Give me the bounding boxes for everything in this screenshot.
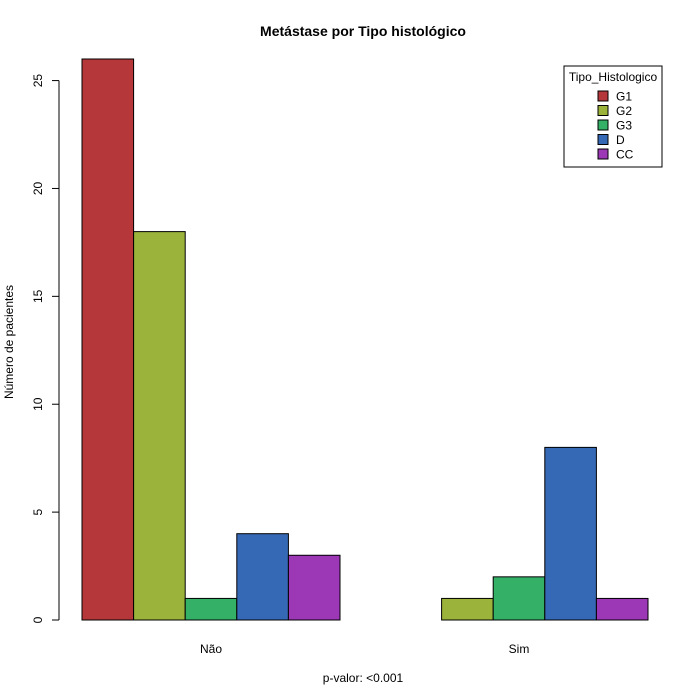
y-tick-label: 5 — [31, 508, 45, 515]
legend-label: G2 — [616, 104, 632, 118]
x-axis-label: p-valor: <0.001 — [323, 671, 404, 685]
bar-cc-sim — [595, 597, 649, 621]
legend-swatch — [597, 90, 609, 102]
chart-title: Metástase por Tipo histológico — [260, 23, 466, 39]
bar-g1-nao — [81, 58, 135, 621]
legend-label: CC — [616, 148, 634, 162]
y-tick-label: 25 — [31, 74, 45, 88]
legend-swatch — [597, 148, 609, 160]
x-tick-label: Não — [200, 642, 222, 656]
legend-label: D — [616, 133, 625, 147]
bar-d-nao — [236, 533, 289, 621]
bar-d-sim — [544, 446, 597, 621]
legend-swatch — [597, 119, 609, 131]
y-tick-label: 15 — [31, 289, 45, 303]
bar-g3-sim — [492, 576, 546, 621]
x-axis-tick-labels: Não Sim — [200, 642, 529, 656]
legend-label: G1 — [616, 90, 632, 104]
legend-swatch — [597, 105, 609, 116]
y-axis-label: Número de pacientes — [2, 285, 16, 399]
x-tick-label: Sim — [509, 642, 530, 656]
legend-swatch — [597, 134, 609, 145]
y-tick-label: 0 — [31, 616, 45, 623]
bars-group — [81, 58, 649, 621]
legend-title: Tipo_Histologico — [569, 70, 658, 84]
bar-cc-nao — [287, 554, 341, 621]
bar-g2-nao — [133, 231, 186, 621]
y-tick-label: 10 — [31, 397, 45, 411]
legend-box — [563, 65, 663, 168]
bar-g2-sim — [441, 597, 494, 621]
bar-g3-nao — [184, 597, 238, 621]
legend-label: G3 — [616, 119, 632, 133]
y-tick-label: 20 — [31, 181, 45, 195]
y-axis: 0 5 10 15 20 25 — [31, 74, 60, 623]
